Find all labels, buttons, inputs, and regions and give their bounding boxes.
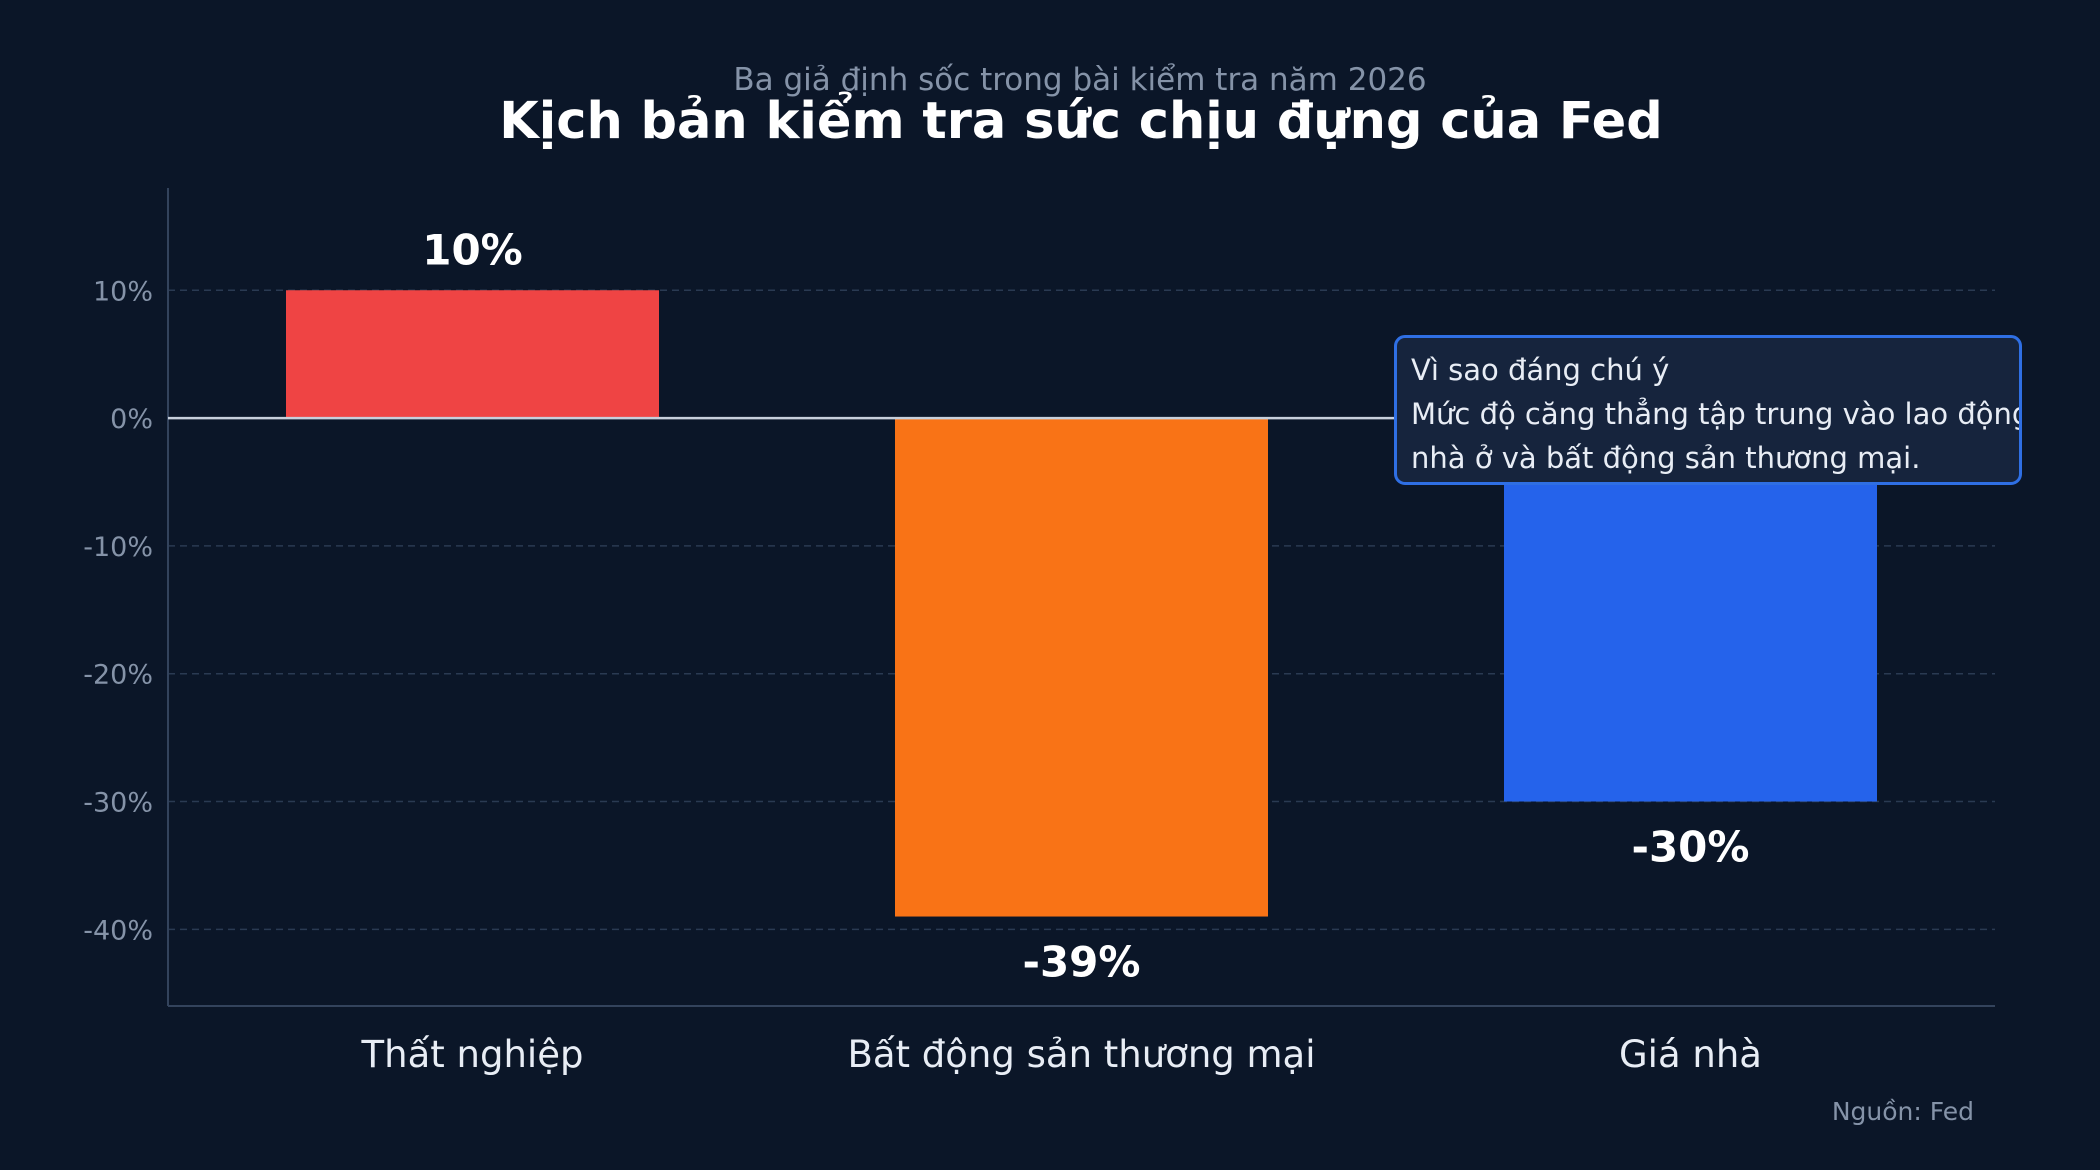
y-tick-label: -40%: [83, 915, 153, 946]
annotation-line-1: Mức độ căng thẳng tập trung vào lao động…: [1411, 397, 2022, 431]
data-label: -30%: [1632, 823, 1750, 872]
data-label: 10%: [422, 225, 523, 274]
bar-2: [895, 418, 1268, 917]
annotation-box: Vì sao đáng chú ý Mức độ căng thẳng tập …: [1394, 335, 2022, 485]
axes: 10% 0% -10% -20% -30% -40% Thất nghiệp Bất động…: [83, 188, 1995, 1076]
x-category-label: Bất động sản thương mại: [847, 1033, 1315, 1076]
data-labels: 10% -39% -30%: [422, 225, 1749, 986]
bars: [286, 290, 1877, 917]
chart-subtitle: Ba giả định sốc trong bài kiểm tra năm 2…: [733, 62, 1427, 98]
data-label: -39%: [1023, 938, 1141, 987]
source-note: Nguồn: Fed: [1831, 1097, 1974, 1126]
annotation-title: Vì sao đáng chú ý: [1411, 353, 1670, 387]
x-category-label: Giá nhà: [1619, 1033, 1762, 1076]
y-tick-label: -10%: [83, 532, 153, 563]
bar-1: [286, 290, 659, 419]
y-tick-label: -20%: [83, 660, 153, 691]
y-tick-label: 0%: [110, 404, 153, 435]
x-category-label: Thất nghiệp: [361, 1033, 584, 1076]
annotation-line-2: nhà ở và bất động sản thương mại.: [1411, 441, 1921, 475]
y-tick-label: -30%: [83, 788, 153, 819]
chart-title: Kịch bản kiểm tra sức chịu đựng của Fed: [499, 92, 1663, 151]
y-tick-label: 10%: [93, 276, 153, 307]
